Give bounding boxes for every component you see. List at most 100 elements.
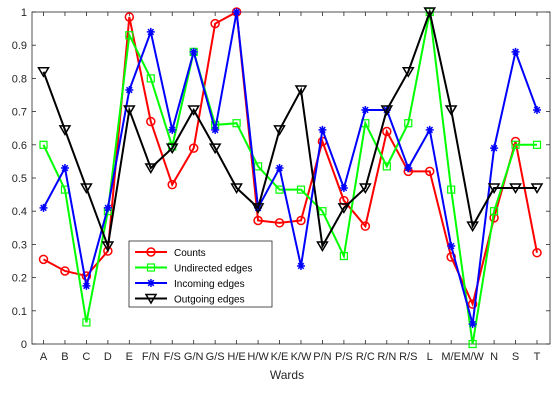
circle-marker xyxy=(167,179,177,190)
star-marker xyxy=(468,320,477,329)
square-marker xyxy=(82,318,91,327)
x-tick-label: N xyxy=(490,351,498,363)
legend-label: Incoming edges xyxy=(174,279,245,290)
square-marker xyxy=(125,31,134,40)
star-marker xyxy=(232,8,241,16)
square-marker xyxy=(275,185,284,194)
x-tick-label: A xyxy=(40,351,48,363)
square-marker xyxy=(447,185,456,194)
y-tick-label: 0.4 xyxy=(12,206,27,218)
triangle-marker xyxy=(273,125,286,136)
x-tick-label: K/E xyxy=(271,351,289,363)
y-tick-label: 0.3 xyxy=(12,239,27,251)
star-marker xyxy=(318,125,327,134)
plot-area xyxy=(31,11,551,345)
circle-marker xyxy=(296,215,306,226)
star-marker xyxy=(296,261,305,270)
triangle-marker xyxy=(187,105,201,116)
x-tick-label: R/S xyxy=(399,351,417,363)
y-tick-label: 0.6 xyxy=(12,140,27,152)
series-layer xyxy=(37,7,544,349)
circle-marker xyxy=(274,218,285,228)
star-marker xyxy=(168,125,177,134)
circle-marker xyxy=(424,166,435,177)
y-tick-label: 0.8 xyxy=(12,73,27,85)
circle-marker xyxy=(210,18,220,29)
x-tick-label: R/N xyxy=(377,351,396,363)
x-tick-label: F/S xyxy=(164,351,181,363)
star-marker xyxy=(533,105,541,114)
square-marker xyxy=(39,140,48,149)
circle-marker xyxy=(81,271,92,281)
circle-marker xyxy=(60,266,70,276)
triangle-marker xyxy=(359,183,372,194)
y-tick-label: 0.5 xyxy=(12,173,27,185)
triangle-marker xyxy=(123,105,136,116)
star-marker xyxy=(490,144,499,153)
star-marker xyxy=(211,125,220,134)
square-marker xyxy=(404,119,413,128)
x-tick-label: G/S xyxy=(206,351,225,363)
triangle-marker xyxy=(144,163,158,175)
x-tick-label: H/E xyxy=(227,351,245,363)
y-tick-label: 1 xyxy=(21,7,27,19)
y-tick-label: 0.2 xyxy=(12,273,27,285)
square-marker xyxy=(382,162,391,171)
circle-marker xyxy=(532,247,542,258)
triangle-marker xyxy=(380,105,394,116)
square-marker xyxy=(296,185,306,194)
x-tick-label: M/E xyxy=(441,351,461,363)
series-outgoing-edges xyxy=(37,7,544,253)
square-marker xyxy=(468,339,477,349)
triangle-marker xyxy=(316,241,329,253)
y-axis: 0 0.1 0.2 0.3 0.4 0.5 0.6 0.7 0.8 0.9 1 xyxy=(12,7,550,351)
series-line xyxy=(42,8,537,251)
x-tick-label: H/W xyxy=(247,351,269,363)
star-marker xyxy=(189,47,198,56)
legend-label: Outgoing edges xyxy=(174,295,245,306)
triangle-marker xyxy=(509,183,522,194)
triangle-marker xyxy=(251,203,265,214)
star-marker xyxy=(511,47,520,56)
star-marker xyxy=(125,86,134,95)
x-axis: A B C D E F/N F/S G/N G/S H/E H/W K/E K/W P/N P/S R/C R/… xyxy=(40,12,541,363)
square-marker xyxy=(253,162,263,171)
x-tick-label: B xyxy=(61,351,68,363)
triangle-marker xyxy=(208,143,222,155)
x-tick-label: D xyxy=(104,351,112,363)
triangle-marker xyxy=(294,85,308,96)
square-marker xyxy=(511,140,520,149)
legend-item: Undirected edges xyxy=(135,263,252,275)
circle-marker xyxy=(146,247,156,257)
circle-marker xyxy=(360,221,371,231)
x-tick-label: S xyxy=(512,351,519,363)
star-marker xyxy=(60,164,69,173)
y-tick-label: 0 xyxy=(21,339,27,351)
star-marker xyxy=(339,183,348,192)
triangle-marker xyxy=(423,7,437,18)
star-marker xyxy=(146,27,155,36)
star-marker xyxy=(275,164,284,173)
circle-marker xyxy=(146,116,156,127)
triangle-marker xyxy=(337,203,351,214)
square-marker xyxy=(232,119,241,128)
circle-marker xyxy=(467,299,478,309)
legend: Counts Undirected edges Incoming edges Outg… xyxy=(128,240,273,308)
plot-frame xyxy=(31,11,551,345)
series-undirected-edges xyxy=(39,7,542,349)
circle-marker xyxy=(382,126,392,137)
x-tick-label: K/W xyxy=(291,351,312,363)
star-marker xyxy=(147,279,155,287)
star-marker xyxy=(447,242,456,251)
legend-item: Counts xyxy=(135,247,206,259)
triangle-marker xyxy=(80,183,93,194)
square-marker xyxy=(339,251,348,261)
x-tick-label: C xyxy=(82,351,90,363)
triangle-marker xyxy=(165,143,179,155)
x-tick-label: E xyxy=(126,351,133,363)
triangle-marker xyxy=(37,67,50,78)
triangle-marker xyxy=(230,183,243,194)
x-tick-label: F/N xyxy=(142,351,160,363)
x-tick-label: P/S xyxy=(335,351,353,363)
